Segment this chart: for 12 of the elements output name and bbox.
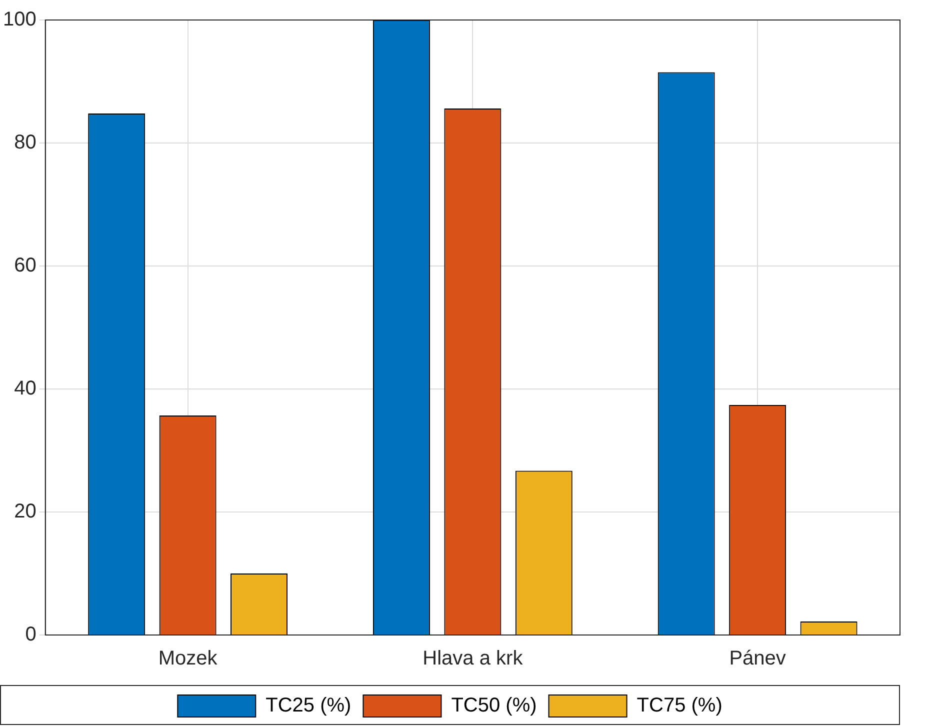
x-tick-label: Pánev — [729, 648, 786, 670]
x-tick-label: Hlava a krk — [422, 648, 524, 670]
legend-label: TC25 (%) — [266, 694, 352, 717]
legend-label: TC75 (%) — [636, 694, 722, 717]
y-tick-label: 100 — [2, 8, 36, 31]
y-tick-label: 60 — [14, 254, 36, 277]
y-tick-label: 0 — [25, 624, 36, 646]
y-tick-label: 20 — [14, 500, 36, 523]
x-tick-label: Mozek — [158, 648, 218, 670]
y-tick-label: 40 — [14, 378, 36, 400]
y-tick-label: 80 — [14, 132, 36, 154]
legend-label: TC50 (%) — [451, 694, 537, 717]
